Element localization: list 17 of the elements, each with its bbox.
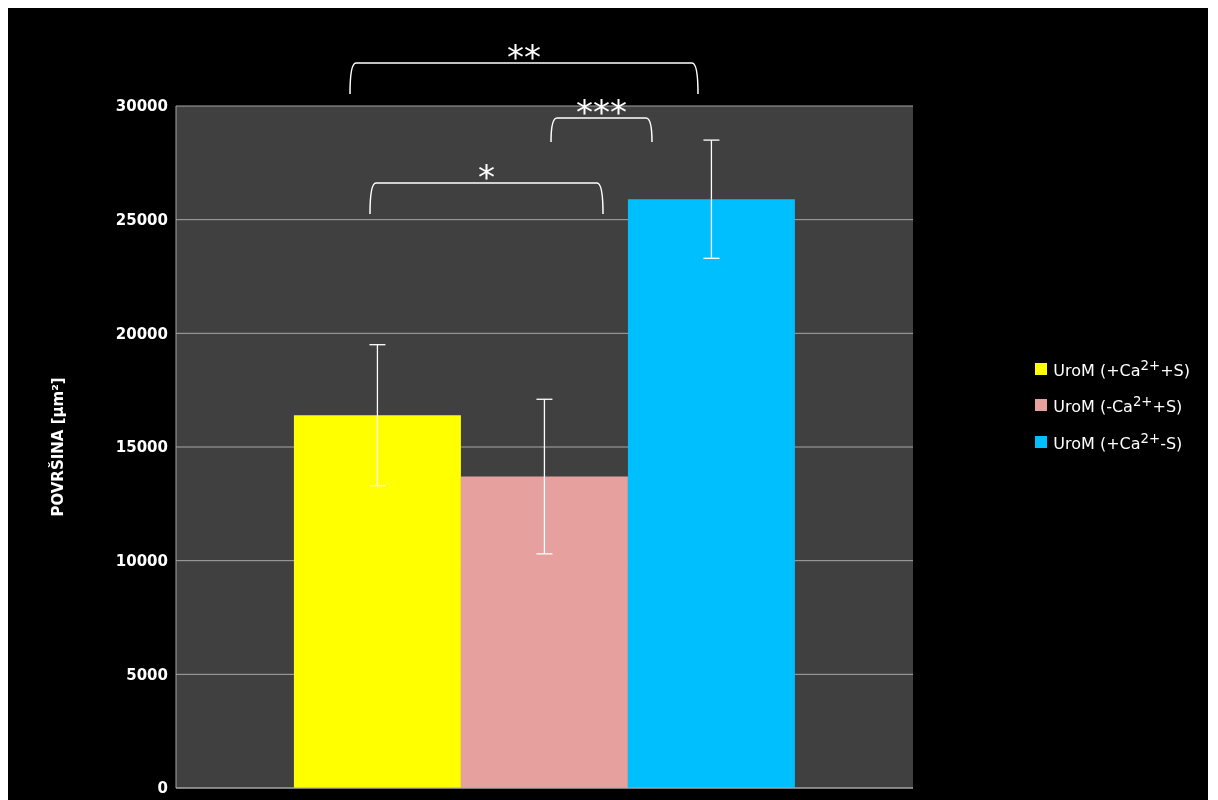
y-tick-label: 10000 <box>115 551 168 570</box>
y-tick-label: 0 <box>157 779 168 798</box>
bar <box>293 415 461 788</box>
y-tick-label: 15000 <box>115 438 168 457</box>
y-tick-label: 25000 <box>115 210 168 229</box>
text: ** <box>507 37 541 77</box>
legend-label: UroM (+Ca$^{2+}$+S) <box>1053 358 1190 381</box>
y-tick-label: 5000 <box>126 665 168 684</box>
y-tick-label: 20000 <box>115 324 168 343</box>
legend-label: UroM (-Ca$^{2+}$+S) <box>1053 394 1183 417</box>
legend-label: UroM (+Ca$^{2+}$-S) <box>1053 430 1183 453</box>
annotation: * <box>478 157 495 197</box>
bar <box>627 199 795 788</box>
y-axis-title: POVRŠINA [µm²] <box>48 377 68 517</box>
bar <box>460 476 628 788</box>
annotation: *** <box>576 92 627 132</box>
y-tick-label: 30000 <box>115 97 168 116</box>
